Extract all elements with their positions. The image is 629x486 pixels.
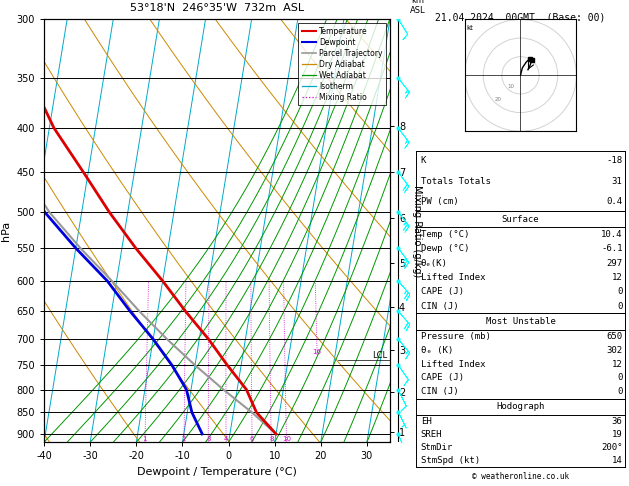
Text: 0: 0	[617, 387, 623, 396]
Text: Surface: Surface	[502, 215, 539, 224]
Text: 297: 297	[606, 259, 623, 268]
Text: CAPE (J): CAPE (J)	[421, 373, 464, 382]
Legend: Temperature, Dewpoint, Parcel Trajectory, Dry Adiabat, Wet Adiabat, Isotherm, Mi: Temperature, Dewpoint, Parcel Trajectory…	[298, 23, 386, 105]
Text: LCL: LCL	[372, 351, 387, 360]
Text: 0: 0	[617, 287, 623, 296]
Text: © weatheronline.co.uk: © weatheronline.co.uk	[472, 472, 569, 481]
Text: Pressure (mb): Pressure (mb)	[421, 332, 491, 341]
Text: 0.4: 0.4	[606, 197, 623, 206]
Text: Temp (°C): Temp (°C)	[421, 230, 469, 239]
Text: 19: 19	[612, 430, 623, 438]
Text: 302: 302	[606, 346, 623, 355]
Text: 4: 4	[224, 436, 228, 442]
Text: Lifted Index: Lifted Index	[421, 360, 485, 368]
Text: 1: 1	[143, 436, 147, 442]
Text: 200°: 200°	[601, 443, 623, 451]
Text: -18: -18	[606, 156, 623, 165]
Text: EH: EH	[421, 417, 431, 426]
Text: 0: 0	[617, 373, 623, 382]
Text: Totals Totals: Totals Totals	[421, 176, 491, 186]
Text: 12: 12	[612, 273, 623, 282]
Title: 53°18'N  246°35'W  732m  ASL: 53°18'N 246°35'W 732m ASL	[130, 3, 304, 13]
Text: SREH: SREH	[421, 430, 442, 438]
Text: CAPE (J): CAPE (J)	[421, 287, 464, 296]
Text: 8: 8	[269, 436, 274, 442]
Text: K: K	[421, 156, 426, 165]
Text: 16: 16	[313, 349, 321, 355]
Text: Hodograph: Hodograph	[496, 402, 545, 411]
Text: PW (cm): PW (cm)	[421, 197, 459, 206]
Text: 6: 6	[250, 436, 254, 442]
Text: CIN (J): CIN (J)	[421, 302, 459, 311]
Text: -6.1: -6.1	[601, 244, 623, 254]
Text: 14: 14	[612, 455, 623, 465]
X-axis label: Dewpoint / Temperature (°C): Dewpoint / Temperature (°C)	[137, 467, 297, 477]
Text: 31: 31	[612, 176, 623, 186]
Text: θₑ(K): θₑ(K)	[421, 259, 448, 268]
Text: StmSpd (kt): StmSpd (kt)	[421, 455, 480, 465]
Text: Most Unstable: Most Unstable	[486, 317, 555, 326]
Y-axis label: Mixing Ratio (g/kg): Mixing Ratio (g/kg)	[412, 185, 422, 277]
Text: 3: 3	[206, 436, 211, 442]
Text: StmDir: StmDir	[421, 443, 453, 451]
Text: 36: 36	[612, 417, 623, 426]
Y-axis label: hPa: hPa	[1, 221, 11, 241]
Text: 10.4: 10.4	[601, 230, 623, 239]
Text: 2: 2	[182, 436, 186, 442]
Text: θₑ (K): θₑ (K)	[421, 346, 453, 355]
Text: 10: 10	[282, 436, 291, 442]
Text: 650: 650	[606, 332, 623, 341]
Text: CIN (J): CIN (J)	[421, 387, 459, 396]
Text: 12: 12	[612, 360, 623, 368]
Text: 0: 0	[617, 302, 623, 311]
Text: Lifted Index: Lifted Index	[421, 273, 485, 282]
Text: 21.04.2024  00GMT  (Base: 00): 21.04.2024 00GMT (Base: 00)	[435, 12, 606, 22]
Text: Dewp (°C): Dewp (°C)	[421, 244, 469, 254]
Text: km
ASL: km ASL	[410, 0, 425, 15]
